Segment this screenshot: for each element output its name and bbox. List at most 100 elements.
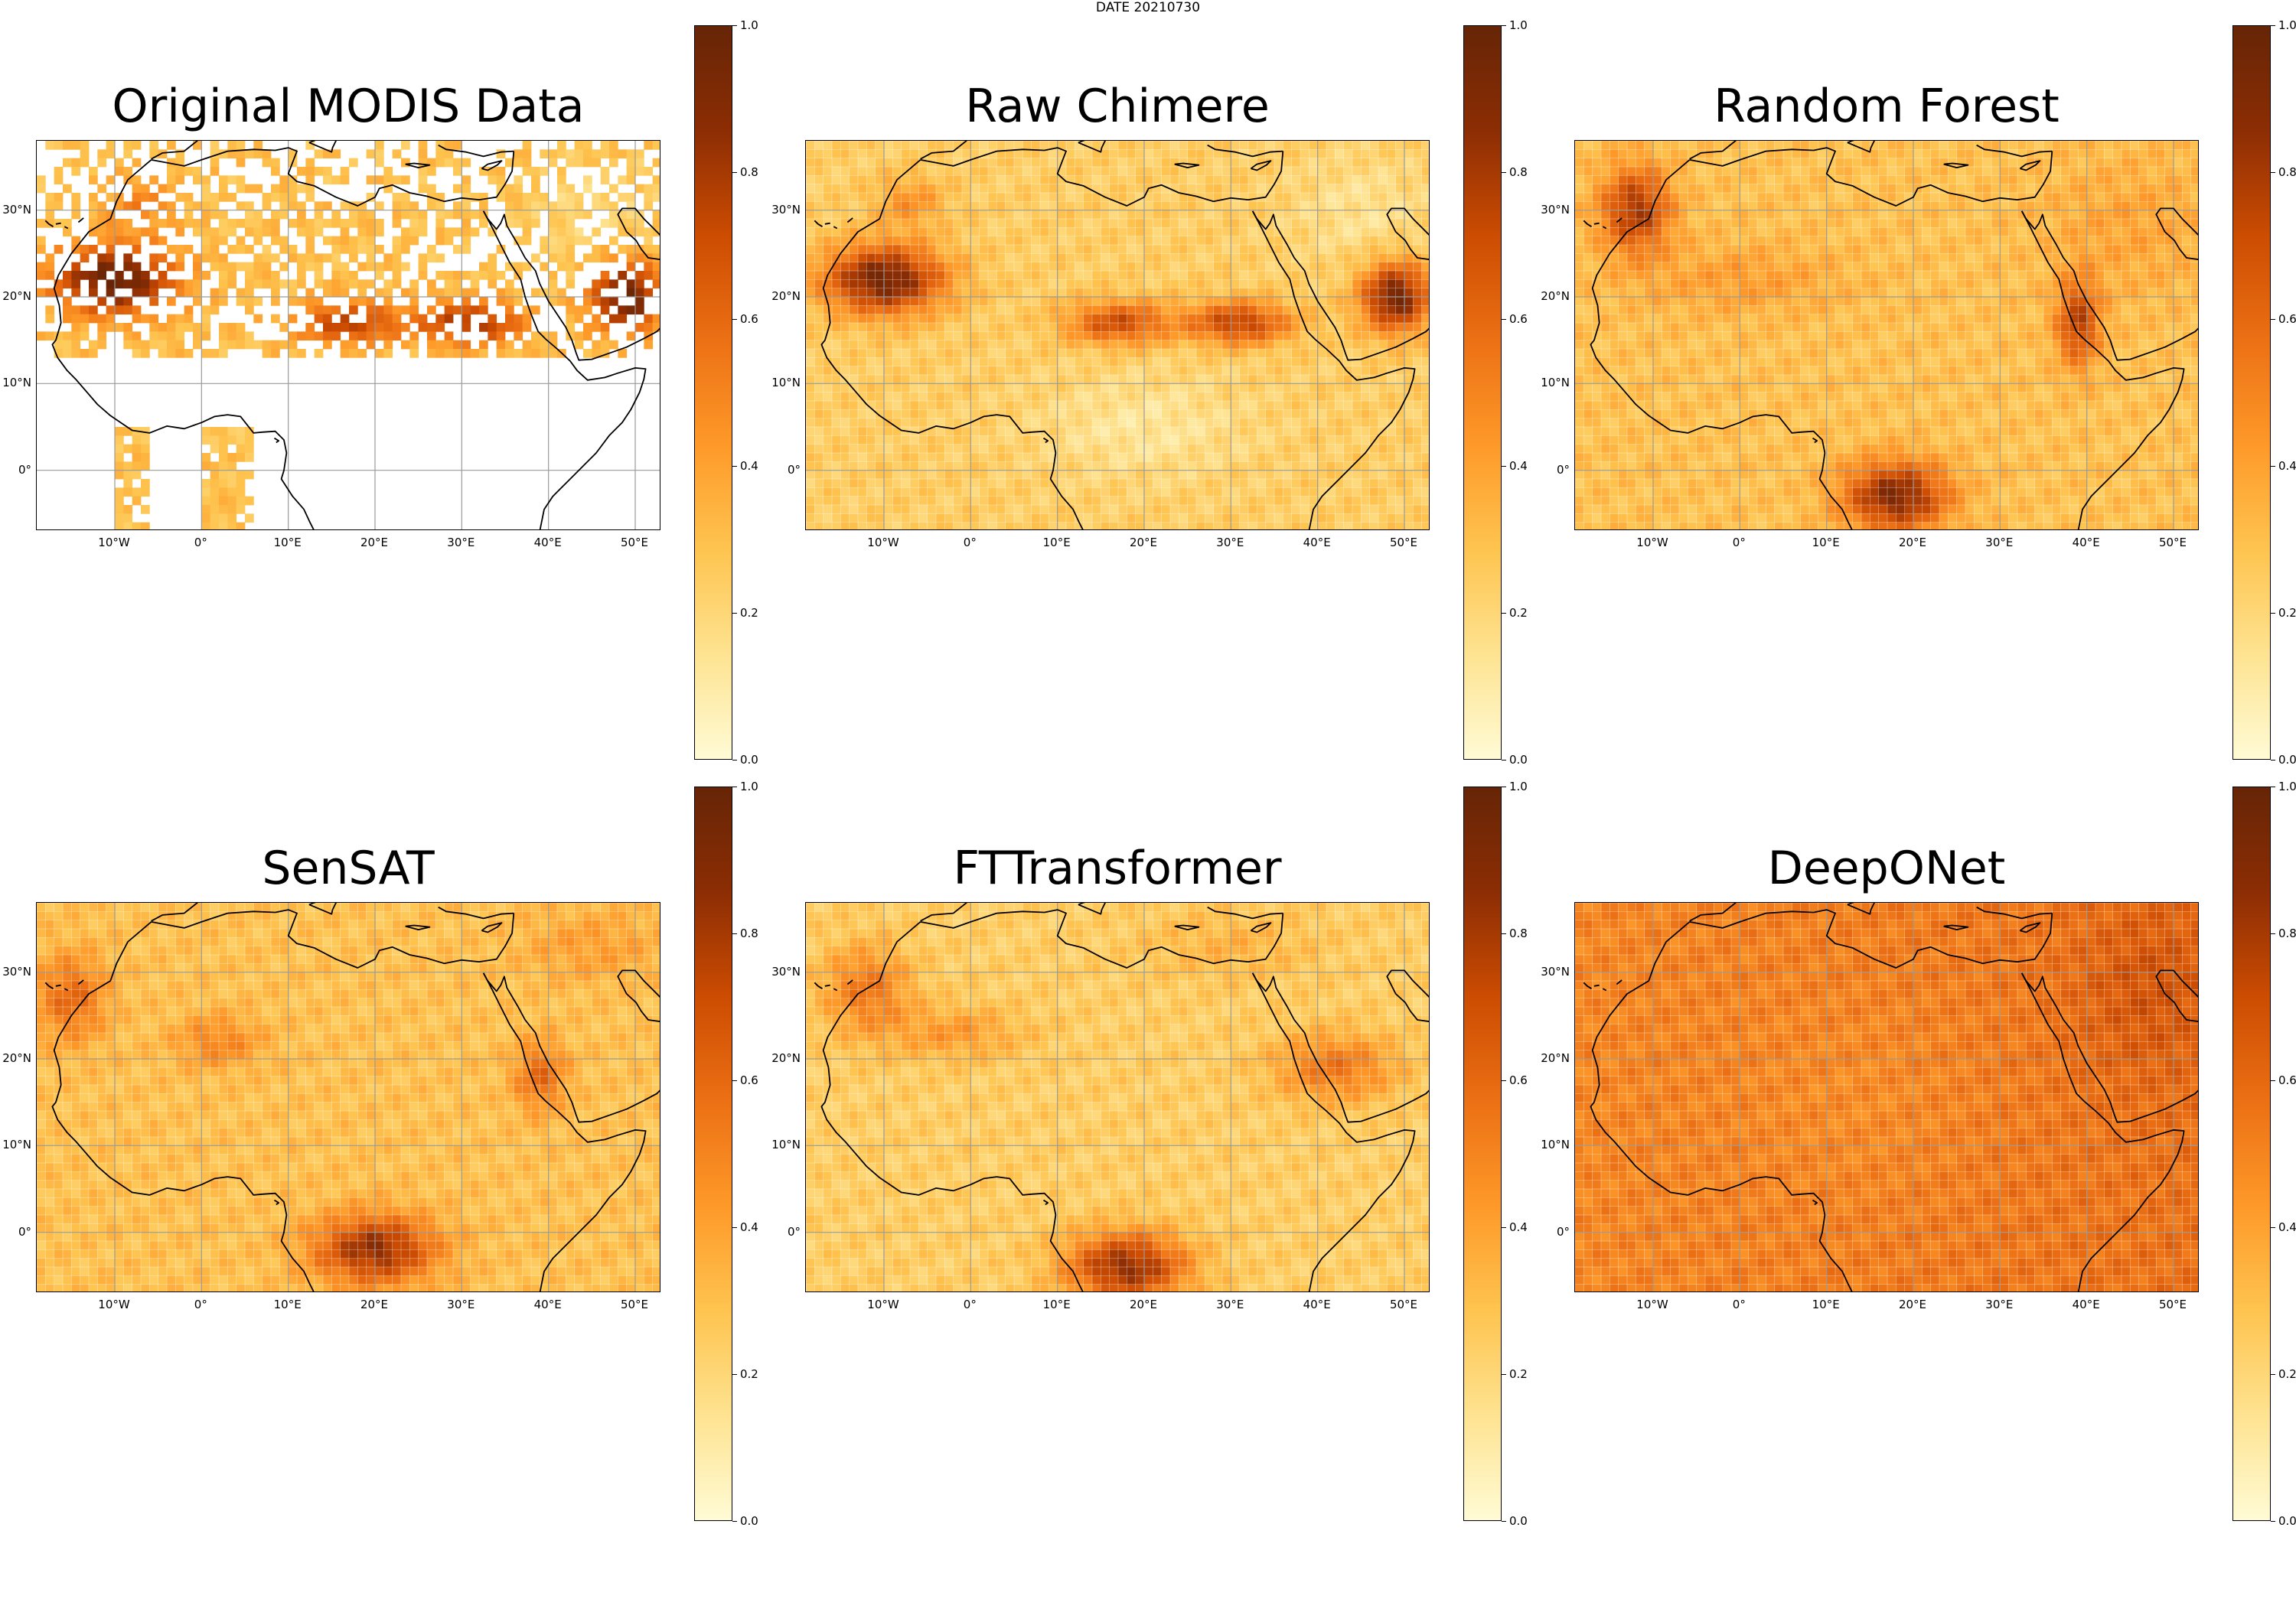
lon-tick-label: 10°E	[1040, 536, 1074, 549]
colorbar-tick-mark	[732, 1080, 737, 1081]
colorbar-tick-label: 0.0	[2278, 1515, 2296, 1527]
colorbar-tick-mark	[2271, 760, 2275, 761]
lon-tick-label: 20°E	[1896, 1298, 1929, 1311]
colorbar-tick-label: 0.4	[740, 460, 758, 472]
colorbar-tick-label: 1.0	[2278, 780, 2296, 793]
colorbar-tick-mark	[1502, 1080, 1506, 1081]
aod-grid-cells	[37, 141, 660, 530]
lon-tick-label: 20°E	[357, 536, 391, 549]
colorbar-tick-mark	[1502, 1374, 1506, 1375]
lon-tick-label: 40°E	[1300, 1298, 1334, 1311]
lon-tick-label: 10°W	[866, 1298, 900, 1311]
colorbar-tick-mark	[2271, 172, 2275, 173]
lat-tick-label: 30°N	[2, 966, 31, 978]
lon-tick-label: 10°E	[271, 1298, 305, 1311]
panel-title: FTTransformer	[805, 844, 1430, 893]
lat-tick-label: 30°N	[1541, 204, 1570, 216]
colorbar-tick-label: 0.2	[2278, 607, 2296, 619]
colorbar-tick-label: 0.8	[1509, 166, 1528, 178]
colorbar-tick-mark	[1502, 25, 1506, 26]
colorbar-tick-mark	[732, 613, 737, 614]
colorbar-tick-label: 1.0	[740, 780, 758, 793]
colorbar-tick-mark	[2271, 25, 2275, 26]
lat-tick-label: 20°N	[771, 290, 801, 302]
colorbar-tick-label: 0.2	[740, 607, 758, 619]
colorbar	[1463, 787, 1502, 1521]
map-area	[805, 140, 1430, 530]
aod-map	[1575, 903, 2199, 1292]
lat-tick-label: 10°N	[1541, 1138, 1570, 1151]
colorbar-tick-mark	[732, 319, 737, 320]
lat-tick-label: 10°N	[2, 1138, 31, 1151]
lon-tick-label: 10°W	[97, 536, 131, 549]
lat-tick-label: 10°N	[771, 1138, 801, 1151]
panel-title: SenSAT	[36, 844, 660, 893]
lat-tick-label: 10°N	[771, 376, 801, 389]
lon-tick-label: 0°	[184, 536, 217, 549]
lon-tick-label: 40°E	[531, 1298, 565, 1311]
lat-tick-label: 30°N	[771, 204, 801, 216]
colorbar-tick-label: 0.4	[2278, 1221, 2296, 1233]
colorbar-tick-label: 0.2	[1509, 1368, 1528, 1380]
map-area	[36, 902, 660, 1292]
colorbar-tick-label: 0.6	[740, 313, 758, 325]
lon-tick-label: 20°E	[1127, 1298, 1160, 1311]
colorbar-tick-label: 0.0	[740, 754, 758, 766]
colorbar	[694, 25, 732, 760]
colorbar-tick-mark	[1502, 1521, 1506, 1522]
colorbar	[2232, 787, 2271, 1521]
map-area	[1574, 902, 2199, 1292]
colorbar-tick-mark	[732, 1521, 737, 1522]
colorbar-tick-label: 0.8	[1509, 927, 1528, 940]
lon-tick-label: 10°W	[1636, 536, 1669, 549]
lon-tick-label: 0°	[1722, 536, 1756, 549]
lon-tick-label: 10°W	[866, 536, 900, 549]
lon-tick-label: 40°E	[2069, 1298, 2103, 1311]
aod-map	[37, 141, 660, 530]
colorbar-tick-mark	[1502, 933, 1506, 934]
colorbar-tick-label: 0.6	[1509, 313, 1528, 325]
lon-tick-label: 30°E	[1213, 536, 1247, 549]
colorbar-tick-mark	[732, 172, 737, 173]
lon-tick-label: 30°E	[1982, 1298, 2016, 1311]
colorbar-tick-label: 1.0	[740, 19, 758, 31]
colorbar-tick-label: 1.0	[1509, 19, 1528, 31]
lat-tick-label: 0°	[1541, 464, 1570, 476]
colorbar	[2232, 25, 2271, 760]
colorbar-tick-label: 0.4	[1509, 1221, 1528, 1233]
panel-title: DeepONet	[1574, 844, 2199, 893]
colorbar-tick-mark	[2271, 1521, 2275, 1522]
colorbar-tick-label: 0.4	[1509, 460, 1528, 472]
lat-tick-label: 30°N	[771, 966, 801, 978]
lat-tick-label: 0°	[771, 1226, 801, 1238]
lon-tick-label: 40°E	[2069, 536, 2103, 549]
map-area	[1574, 140, 2199, 530]
colorbar-tick-mark	[732, 760, 737, 761]
lon-tick-label: 40°E	[531, 536, 565, 549]
colorbar-tick-label: 0.6	[1509, 1074, 1528, 1086]
colorbar-tick-mark	[1502, 613, 1506, 614]
colorbar-tick-label: 0.8	[2278, 166, 2296, 178]
colorbar-tick-mark	[2271, 466, 2275, 467]
colorbar-tick-mark	[2271, 1374, 2275, 1375]
colorbar-tick-mark	[732, 1227, 737, 1228]
colorbar-tick-mark	[1502, 466, 1506, 467]
colorbar-tick-label: 0.0	[740, 1515, 758, 1527]
colorbar-tick-mark	[1502, 1227, 1506, 1228]
lat-tick-label: 20°N	[2, 290, 31, 302]
colorbar-tick-mark	[2271, 613, 2275, 614]
colorbar-tick-mark	[1502, 319, 1506, 320]
lon-tick-label: 0°	[953, 536, 987, 549]
aod-grid-cells	[1575, 141, 2199, 530]
lat-tick-label: 0°	[2, 1226, 31, 1238]
colorbar-tick-mark	[1502, 760, 1506, 761]
lat-tick-label: 10°N	[1541, 376, 1570, 389]
lon-tick-label: 40°E	[1300, 536, 1334, 549]
aod-grid-cells	[37, 903, 660, 1292]
map-area	[805, 902, 1430, 1292]
